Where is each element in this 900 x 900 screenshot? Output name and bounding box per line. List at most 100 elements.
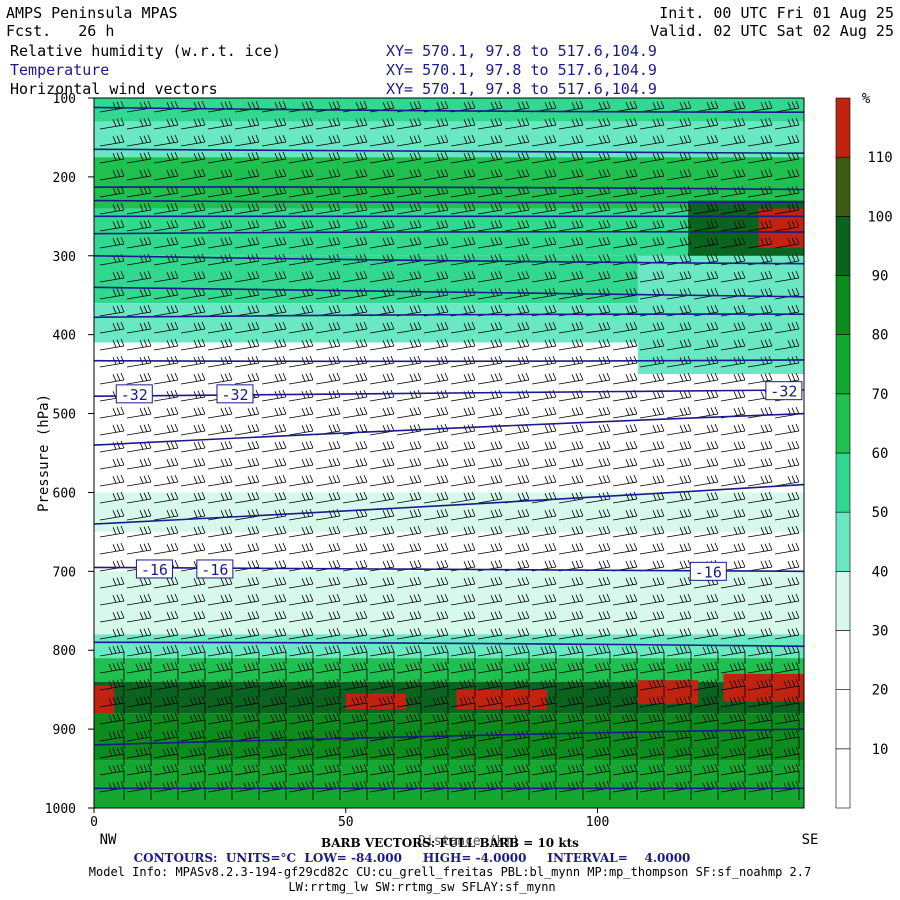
wind-barb — [288, 202, 314, 215]
wind-barb — [180, 219, 206, 232]
wind-barb — [207, 372, 233, 385]
wind-barb — [612, 525, 638, 538]
wind-barb — [261, 389, 287, 402]
wind-barb — [342, 780, 368, 800]
wind-barb — [396, 508, 422, 521]
rh-patch-5 — [456, 689, 548, 710]
wind-barb — [504, 780, 530, 800]
wind-barb — [234, 117, 260, 130]
wind-barb — [234, 457, 260, 470]
wind-barb — [99, 185, 125, 198]
wind-barb — [423, 593, 449, 606]
wind-barb — [423, 627, 449, 640]
wind-barb — [450, 236, 476, 249]
wind-barb — [639, 168, 665, 181]
wind-barb — [531, 202, 557, 215]
wind-barb — [126, 593, 152, 606]
wind-barb — [396, 134, 422, 147]
model-info: Model Info: MPASv8.2.3-194-gf29cd82c CU:… — [88, 865, 812, 879]
wind-barb — [288, 406, 314, 419]
wind-barb — [396, 270, 422, 283]
wind-barb — [423, 202, 449, 215]
wind-barb — [423, 168, 449, 181]
wind-barb — [666, 202, 692, 215]
wind-barb — [504, 746, 530, 766]
wind-barb — [315, 678, 341, 698]
wind-barb — [693, 474, 719, 487]
contour-label-box — [196, 559, 234, 579]
wind-barb — [126, 763, 152, 783]
x-end-label-se: SE — [802, 832, 819, 848]
wind-barb — [504, 168, 530, 181]
wind-barb — [207, 610, 233, 623]
wind-barb — [504, 593, 530, 606]
wind-barb — [450, 134, 476, 147]
wind-barb — [396, 746, 422, 766]
wind-barb — [666, 389, 692, 402]
wind-barb — [774, 168, 800, 181]
wind-barb — [585, 525, 611, 538]
wind-barb — [477, 168, 503, 181]
wind-barb — [342, 678, 368, 698]
wind-barb — [315, 406, 341, 419]
wind-barb — [639, 457, 665, 470]
wind-barb — [153, 423, 179, 436]
wind-barb — [234, 712, 260, 732]
wind-barb — [693, 134, 719, 147]
forecast-hour: Fcst. 26 h — [6, 22, 115, 40]
wind-barb — [450, 202, 476, 215]
wind-barb — [585, 729, 611, 749]
wind-barb — [396, 474, 422, 487]
wind-barb — [180, 763, 206, 783]
contour-label-box — [689, 561, 727, 581]
y-axis-label: Pressure (hPa) — [36, 394, 52, 512]
wind-barb — [612, 372, 638, 385]
wind-barb — [207, 695, 233, 715]
wind-barb — [720, 491, 746, 504]
wind-barb — [288, 644, 314, 664]
wind-barb — [531, 593, 557, 606]
wind-barb — [234, 151, 260, 164]
wind-barb — [180, 712, 206, 732]
wind-barb — [612, 270, 638, 283]
wind-barb — [477, 134, 503, 147]
wind-barb — [774, 746, 800, 766]
wind-barb — [450, 712, 476, 732]
wind-barb — [747, 457, 773, 470]
wind-barb — [558, 542, 584, 555]
wind-barb — [234, 270, 260, 283]
wind-barb — [207, 117, 233, 130]
wind-barb — [99, 219, 125, 232]
wind-barb — [747, 763, 773, 783]
wind-barb — [180, 593, 206, 606]
wind-barb — [693, 355, 719, 368]
wind-barb — [612, 236, 638, 249]
y-tick-label: 300 — [53, 250, 76, 265]
wind-barb — [99, 763, 125, 783]
wind-barb — [504, 712, 530, 732]
colorbar-label: 70 — [872, 387, 889, 403]
wind-barb — [774, 202, 800, 215]
y-tick-label: 700 — [53, 565, 76, 580]
wind-barb — [720, 644, 746, 664]
wind-barb — [612, 117, 638, 130]
wind-barb — [585, 474, 611, 487]
wind-barb — [612, 355, 638, 368]
wind-barb — [423, 457, 449, 470]
wind-barb — [261, 253, 287, 266]
wind-barb — [126, 508, 152, 521]
wind-barb — [342, 253, 368, 266]
wind-barb — [207, 423, 233, 436]
wind-barb — [126, 338, 152, 351]
colorbar-band — [835, 393, 851, 454]
wind-barb — [774, 219, 800, 232]
wind-barb — [396, 355, 422, 368]
wind-barb — [396, 202, 422, 215]
wind-barb — [747, 593, 773, 606]
wind-barb — [234, 644, 260, 664]
wind-barb — [342, 151, 368, 164]
wind-barb — [612, 559, 638, 572]
wind-barb — [612, 695, 638, 715]
temperature-contour-14 — [94, 106, 804, 113]
